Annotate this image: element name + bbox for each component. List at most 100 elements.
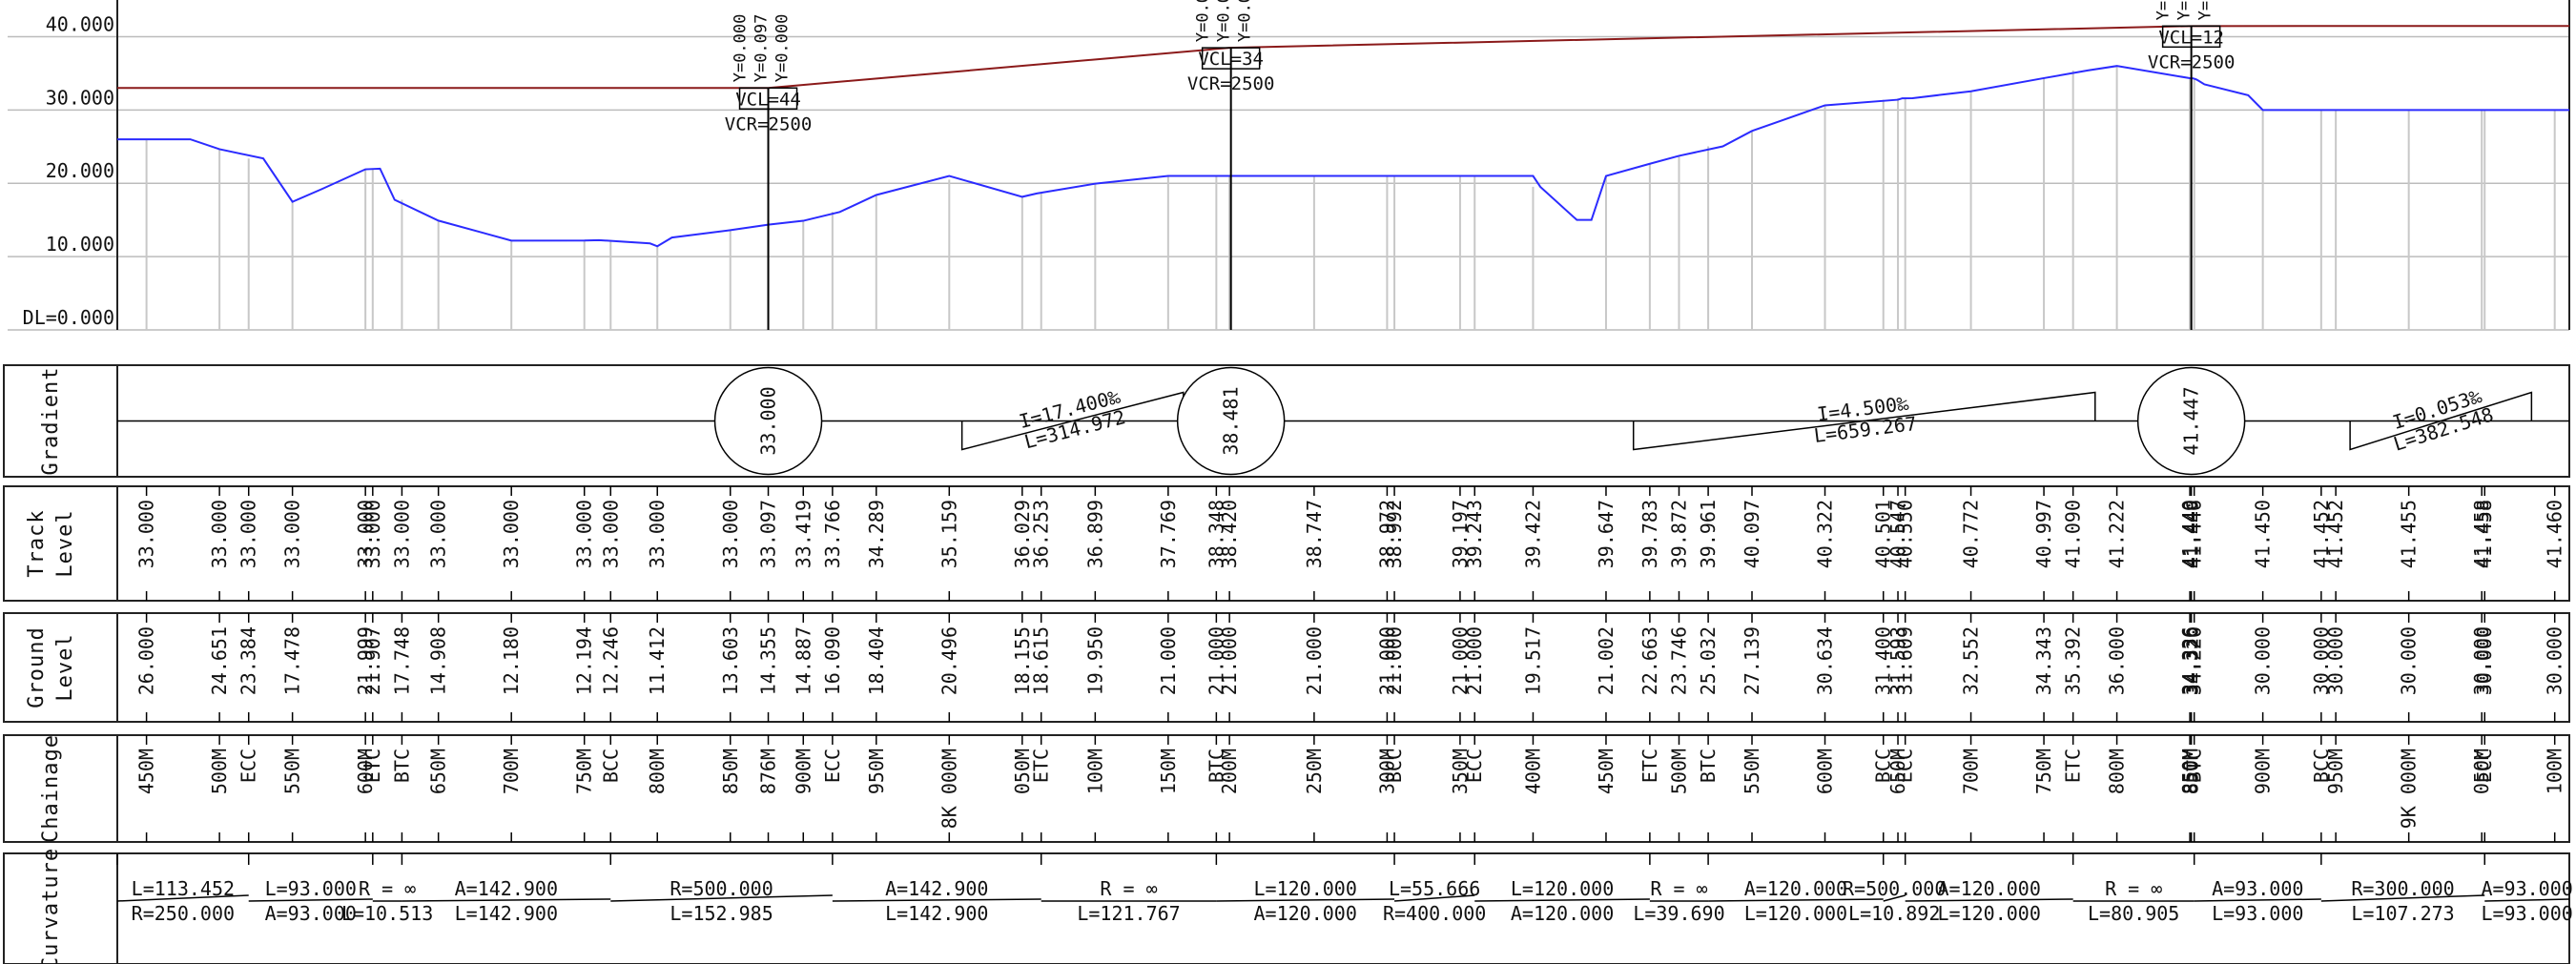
chainage-value: 050M (1011, 749, 1034, 794)
row-label: Chainage (39, 734, 63, 843)
ground-value: 18.155 (1011, 626, 1034, 695)
curvature-length: A=93.000 (265, 902, 357, 925)
curvature-length: L=107.273 (2351, 902, 2454, 925)
ground-value: 12.246 (599, 626, 622, 695)
curvature-length: L=120.000 (1937, 902, 2040, 925)
ground-value: 14.908 (427, 626, 450, 695)
curvature-length: A=120.000 (1511, 902, 1614, 925)
curvature-line (2484, 898, 2570, 902)
track-value: 41.222 (2106, 500, 2129, 568)
row-label: Level (53, 633, 77, 701)
vertical-curve-offset: Y=0.000 (1194, 0, 1213, 42)
curvature-value: R=300.000 (2351, 877, 2454, 900)
ground-value: 21.000 (1383, 626, 1406, 695)
curvature-line (2194, 898, 2321, 902)
vertical-curve-radius: VCR=2500 (725, 113, 813, 134)
ground-value: 18.615 (1030, 626, 1053, 695)
track-value: 33.000 (354, 500, 377, 568)
track-value: 41.460 (2544, 500, 2566, 568)
curvature-value: A=142.900 (885, 877, 988, 900)
curvature-value: L=93.000 (265, 877, 357, 900)
chainage-value: 800M (646, 749, 669, 794)
chainage-band-frame (3, 734, 2570, 843)
track-value: 36.899 (1083, 500, 1106, 568)
chainage-value: 450M (135, 749, 158, 794)
ground-value: 34.220 (2183, 626, 2206, 695)
row-label: Curvature (39, 848, 63, 964)
chainage-value: ETC (1638, 749, 1661, 783)
curvature-line (2320, 894, 2485, 902)
chainage-value: 050M (2470, 749, 2493, 794)
curvature-value: A=93.000 (2212, 877, 2303, 900)
elevation-label: 10.000 (46, 233, 114, 256)
ground-value: 12.194 (573, 626, 596, 695)
curvature-length: L=39.690 (1633, 902, 1724, 925)
curvature-value: R = ∞ (359, 877, 416, 900)
chainage-value: BTC (390, 749, 413, 783)
track-value: 33.000 (237, 500, 260, 568)
ground-value: 27.139 (1741, 626, 1763, 695)
curvature-value: A=93.000 (2481, 877, 2572, 900)
chainage-value: ETC (1030, 749, 1053, 783)
ground-value: 13.603 (719, 626, 742, 695)
track-value: 33.000 (500, 500, 523, 568)
curvature-value: R=500.000 (1843, 877, 1946, 900)
ground-value: 19.950 (1083, 626, 1106, 695)
track-value: 41.440 (2178, 500, 2201, 568)
chainage-value: 550M (1741, 749, 1763, 794)
ground-value: 21.000 (1463, 626, 1486, 695)
curvature-length: L=80.905 (2088, 902, 2179, 925)
ground-value: 21.002 (1595, 626, 1618, 695)
vertical-curve-box (738, 87, 798, 111)
curvature-band-frame (3, 852, 2570, 964)
chainage-value: 700M (500, 749, 523, 794)
ground-profile-line (117, 65, 2569, 248)
chainage-value: 700M (1960, 749, 1983, 794)
ground-value: 18.404 (865, 626, 888, 695)
track-value: 40.550 (1894, 500, 1917, 568)
curvature-value: R = ∞ (1100, 877, 1157, 900)
chainage-value: ECC (237, 749, 260, 783)
curvature-line (402, 898, 611, 902)
ground-value: 11.412 (646, 626, 669, 695)
track-value: 35.159 (938, 500, 960, 568)
ground-value: 30.634 (1814, 626, 1837, 695)
curvature-value: L=120.000 (1511, 877, 1614, 900)
track-value: 41.449 (2180, 500, 2203, 568)
track-value: 39.783 (1638, 500, 1661, 568)
track-value: 41.452 (2324, 500, 2347, 568)
ground-value: 26.000 (135, 626, 158, 695)
gradient-slope (2349, 391, 2533, 451)
track-value: 41.458 (2473, 500, 2496, 568)
chainage-value: 200M (1218, 749, 1241, 794)
curvature-value: R = ∞ (2105, 877, 2162, 900)
chainage-value: BCC (1383, 749, 1406, 783)
curvature-length: L=10.892 (1848, 902, 1940, 925)
vertical-curve-box (1201, 47, 1261, 70)
ground-value: 30.000 (2544, 626, 2566, 695)
vertical-curve-offset: Y=0.000 (732, 14, 751, 83)
chainage-value: 900M (2252, 749, 2275, 794)
curvature-length: L=93.000 (2212, 902, 2303, 925)
curvature-line (1708, 898, 1884, 902)
chainage-value: 800M (2106, 749, 2129, 794)
vertical-curve-box (2161, 25, 2221, 49)
track-value: 33.419 (792, 500, 814, 568)
curvature-value: R=500.000 (670, 877, 773, 900)
elevation-label: 20.000 (46, 159, 114, 182)
track-value: 39.647 (1595, 500, 1618, 568)
track-value: 33.000 (208, 500, 231, 568)
curvature-value: L=120.000 (1254, 877, 1357, 900)
vertical-curve-offset: Y=0.000 (2154, 0, 2174, 20)
ground-value: 25.032 (1697, 626, 1720, 695)
track-value: 33.000 (427, 500, 450, 568)
curvature-line (1216, 898, 1395, 902)
track-value: 33.000 (281, 500, 304, 568)
chainage-value: 100M (1083, 749, 1106, 794)
ground-value: 34.343 (2032, 626, 2055, 695)
curvature-length: L=121.767 (1077, 902, 1180, 925)
elevation-axis: 40.000 30.000 20.000 10.000 DL=0.000 (23, 0, 2570, 330)
chainage-value: 300M (1375, 749, 1398, 794)
track-value: 37.769 (1157, 500, 1180, 568)
